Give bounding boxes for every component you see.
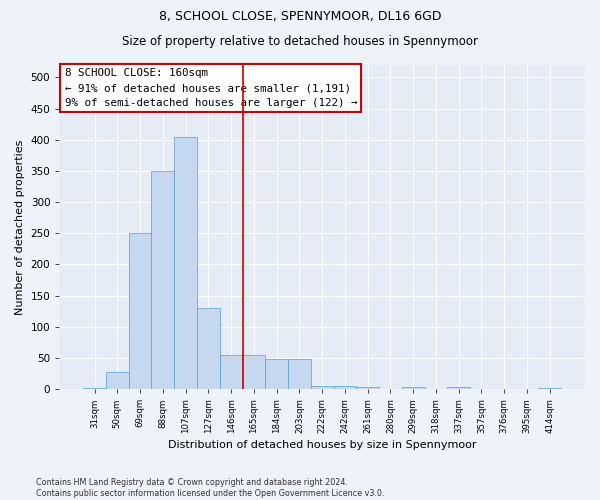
Bar: [174, 136, 197, 389]
Bar: [334, 386, 356, 389]
Bar: [493, 388, 515, 389]
Bar: [402, 388, 425, 389]
Bar: [379, 388, 402, 389]
Text: Contains HM Land Registry data © Crown copyright and database right 2024.
Contai: Contains HM Land Registry data © Crown c…: [36, 478, 385, 498]
Bar: [242, 355, 265, 389]
Bar: [425, 388, 448, 389]
Bar: [129, 234, 151, 389]
Bar: [515, 388, 538, 389]
X-axis label: Distribution of detached houses by size in Spennymoor: Distribution of detached houses by size …: [168, 440, 476, 450]
Bar: [265, 359, 288, 389]
Bar: [220, 355, 242, 389]
Bar: [311, 386, 334, 389]
Bar: [356, 388, 379, 389]
Bar: [83, 388, 106, 389]
Text: 8, SCHOOL CLOSE, SPENNYMOOR, DL16 6GD: 8, SCHOOL CLOSE, SPENNYMOOR, DL16 6GD: [159, 10, 441, 23]
Bar: [288, 359, 311, 389]
Y-axis label: Number of detached properties: Number of detached properties: [15, 140, 25, 315]
Text: 8 SCHOOL CLOSE: 160sqm
← 91% of detached houses are smaller (1,191)
9% of semi-d: 8 SCHOOL CLOSE: 160sqm ← 91% of detached…: [65, 68, 357, 108]
Text: Size of property relative to detached houses in Spennymoor: Size of property relative to detached ho…: [122, 35, 478, 48]
Bar: [151, 171, 174, 389]
Bar: [106, 372, 129, 389]
Bar: [538, 388, 561, 389]
Bar: [197, 308, 220, 389]
Bar: [470, 388, 493, 389]
Bar: [448, 388, 470, 389]
